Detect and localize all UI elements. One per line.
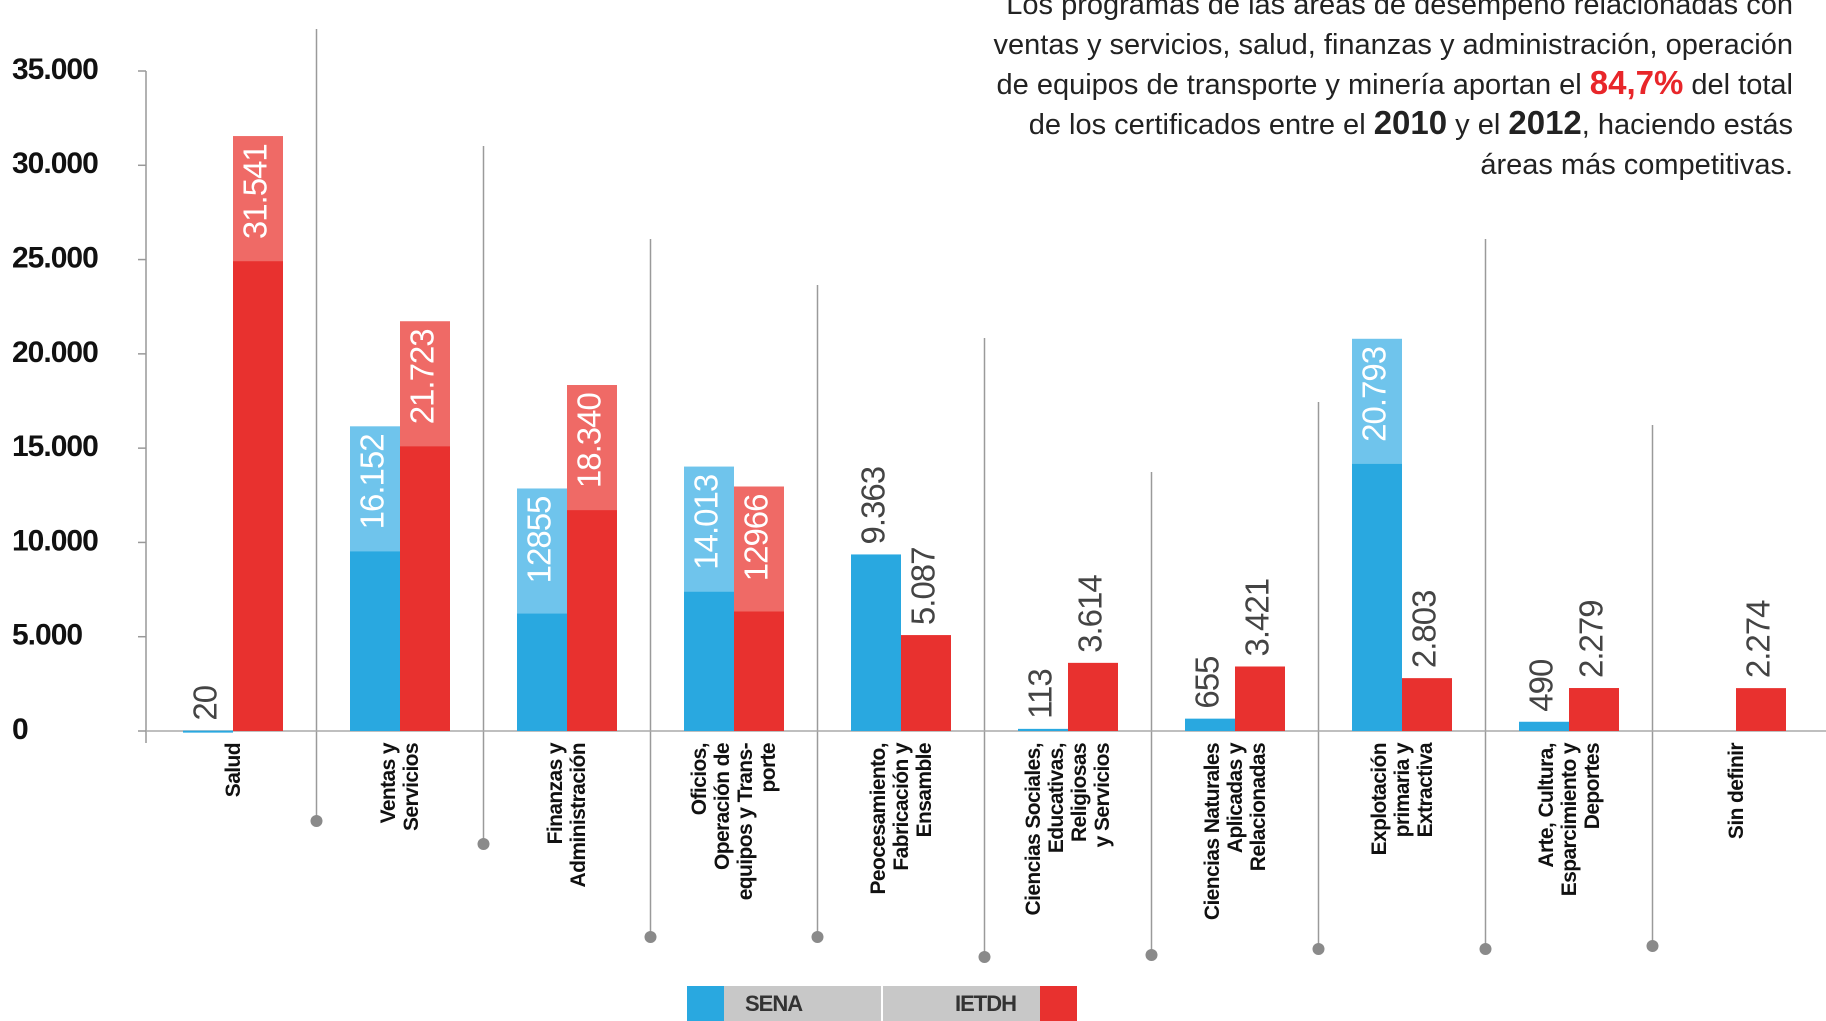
annotation-line: Los programas de las áreas de desempeño … — [1006, 0, 1793, 21]
annotation-text: Los programas de las áreas de desempeño … — [1006, 0, 1793, 21]
bar — [1185, 719, 1235, 731]
value-label: 490 — [1523, 659, 1560, 712]
annotation-text: ventas y servicios, salud, finanzas y ad… — [994, 29, 1794, 61]
annotation-text: de equipos de transporte y minería aport… — [997, 69, 1590, 101]
y-tick-label: 15.000 — [12, 430, 98, 463]
y-tick-label: 10.000 — [12, 524, 98, 557]
x-tick-label: Finanzas y Administración — [544, 743, 590, 973]
y-tick-label: 35.000 — [12, 53, 98, 86]
bar — [901, 635, 951, 731]
x-tick-label: Ciencias Naturales Aplicadas y Relaciona… — [1201, 743, 1270, 973]
bar — [1068, 663, 1118, 731]
value-label: 2.803 — [1406, 591, 1443, 669]
value-label: 16.152 — [354, 434, 391, 529]
annotation-text: 2012 — [1508, 104, 1581, 141]
annotation-text: 84,7% — [1590, 64, 1684, 101]
value-label: 655 — [1189, 657, 1226, 709]
value-label: 2.274 — [1740, 600, 1777, 678]
y-tick-label: 0 — [12, 713, 28, 746]
x-tick-label: Oficios, Operación de equipos y Trans- p… — [688, 743, 780, 973]
annotation-text: , haciendo estás — [1582, 109, 1793, 141]
bar — [1569, 688, 1619, 731]
annotation-text: áreas más competitivas. — [1480, 149, 1793, 181]
y-tick-label: 5.000 — [12, 619, 82, 652]
legend-swatch — [687, 986, 724, 1021]
annotation-line: áreas más competitivas. — [1480, 149, 1793, 181]
bar — [1736, 688, 1786, 731]
bar — [1519, 722, 1569, 731]
y-tick-label: 20.000 — [12, 336, 98, 369]
separator-dot — [1480, 943, 1492, 955]
separator-dot — [812, 931, 824, 943]
value-label: 31.541 — [237, 144, 274, 239]
legend-swatch — [1040, 986, 1077, 1021]
separator-dot — [645, 931, 657, 943]
value-label: 20 — [187, 685, 224, 720]
annotation-text: del total — [1683, 69, 1793, 101]
separator-dot — [311, 815, 323, 827]
x-tick-label: Ciencias Sociales, Educativas, Religiosa… — [1022, 743, 1114, 973]
separator-dot — [979, 951, 991, 963]
bar — [1402, 678, 1452, 731]
annotation: Los programas de las áreas de desempeño … — [994, 0, 1794, 181]
value-label: 5.087 — [905, 547, 942, 625]
value-label: 20.793 — [1356, 347, 1393, 442]
separator-dot — [478, 838, 490, 850]
value-label: 9.363 — [855, 467, 892, 545]
value-label: 21.723 — [404, 329, 441, 424]
value-label: 12855 — [521, 497, 558, 584]
value-label: 14.013 — [688, 475, 725, 570]
separator-dot — [1647, 940, 1659, 952]
value-label: 2.279 — [1573, 600, 1610, 678]
annotation-text: de los certificados entre el — [1029, 109, 1374, 141]
bar — [183, 731, 233, 733]
legend-label: IETDH — [955, 991, 1016, 1016]
annotation-text: y el — [1447, 109, 1508, 141]
x-tick-label: Salud — [222, 743, 245, 973]
annotation-line: de los certificados entre el 2010 y el 2… — [1029, 104, 1793, 141]
value-label: 12966 — [738, 494, 775, 581]
separator-dot — [1146, 949, 1158, 961]
x-tick-label: Peocesamiento, Fabricación y Ensamble — [867, 743, 936, 973]
legend-label: SENA — [745, 991, 803, 1016]
bar — [851, 554, 901, 731]
page: Los programas de las áreas de desempeño … — [0, 0, 1826, 1021]
value-label: 3.421 — [1239, 579, 1276, 657]
x-tick-label: Sin definir — [1725, 743, 1748, 973]
bar — [1235, 666, 1285, 731]
x-tick-label: Ventas y Servicios — [377, 743, 423, 973]
value-label: 18.340 — [571, 393, 608, 489]
bar — [1018, 729, 1068, 731]
annotation-line: ventas y servicios, salud, finanzas y ad… — [994, 29, 1794, 61]
x-tick-label: Explotación primaria y Extractiva — [1368, 743, 1437, 973]
y-tick-label: 30.000 — [12, 147, 98, 180]
separator-dot — [1313, 943, 1325, 955]
annotation-line: de equipos de transporte y minería aport… — [997, 64, 1793, 101]
value-label: 113 — [1022, 669, 1059, 719]
annotation-text: 2010 — [1374, 104, 1447, 141]
value-label: 3.614 — [1072, 575, 1109, 653]
y-tick-label: 25.000 — [12, 241, 98, 274]
x-tick-label: Arte, Cultura, Esparcimiento y Deportes — [1535, 743, 1604, 973]
